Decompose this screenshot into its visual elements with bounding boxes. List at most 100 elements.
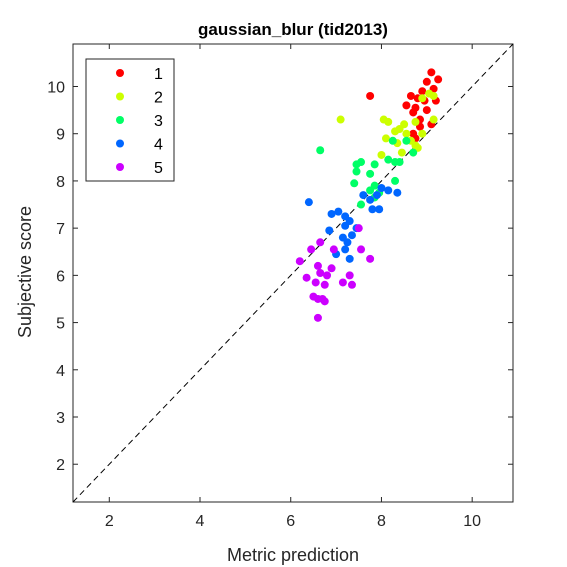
- data-point-series-1: [406, 91, 415, 100]
- x-axis-label: Metric prediction: [227, 545, 359, 565]
- data-point-series-5: [320, 297, 329, 306]
- data-point-series-3: [366, 186, 375, 195]
- y-tick-label: 2: [56, 457, 65, 474]
- data-point-series-2: [418, 129, 427, 138]
- data-point-series-5: [316, 238, 325, 247]
- data-point-series-5: [316, 269, 325, 277]
- data-point-series-3: [352, 167, 361, 176]
- data-point-series-2: [384, 117, 393, 126]
- data-point-series-5: [313, 261, 322, 270]
- x-tick-label: 2: [105, 513, 114, 530]
- data-point-series-5: [313, 294, 322, 303]
- y-tick-label: 7: [56, 221, 65, 238]
- data-point-series-3: [409, 148, 418, 157]
- data-point-series-5: [307, 245, 316, 254]
- y-tick-label: 6: [56, 268, 65, 285]
- data-point-series-1: [434, 75, 443, 84]
- y-tick-label: 8: [56, 174, 65, 191]
- y-tick-label: 4: [56, 363, 65, 380]
- legend-marker-2: [116, 92, 124, 101]
- x-tick-label: 8: [377, 513, 386, 530]
- data-point-series-4: [334, 207, 343, 216]
- legend-marker-1: [116, 69, 124, 77]
- data-point-series-5: [311, 278, 320, 287]
- data-point-series-3: [391, 176, 400, 185]
- data-point-series-5: [345, 271, 354, 280]
- data-point-series-4: [366, 195, 375, 204]
- data-point-series-3: [366, 169, 375, 178]
- data-point-series-2: [381, 134, 390, 143]
- data-point-series-1: [402, 101, 411, 110]
- data-point-series-1: [366, 91, 375, 100]
- y-axis-label: Subjective score: [15, 206, 35, 338]
- legend-label-1: 1: [154, 66, 163, 83]
- data-point-series-5: [295, 257, 304, 266]
- data-point-series-4: [325, 226, 334, 235]
- legend-marker-3: [116, 116, 124, 124]
- data-point-series-2: [418, 94, 427, 103]
- identity-reference-line: [72, 43, 514, 503]
- legend-label-3: 3: [154, 113, 163, 130]
- data-point-series-4: [347, 231, 356, 240]
- data-point-series-4: [377, 184, 386, 193]
- data-point-series-1: [422, 77, 431, 86]
- data-point-series-5: [357, 245, 366, 254]
- x-tick-label: 10: [463, 513, 481, 530]
- legend-marker-5: [116, 163, 124, 171]
- x-tick-label: 4: [196, 513, 205, 530]
- data-point-series-4: [359, 191, 368, 200]
- data-point-series-4: [341, 221, 350, 230]
- legend-label-2: 2: [154, 90, 163, 107]
- legend-label-4: 4: [154, 137, 163, 154]
- data-point-series-3: [384, 155, 393, 164]
- data-point-series-2: [429, 115, 438, 124]
- data-point-series-4: [375, 205, 384, 214]
- data-point-series-5: [338, 278, 347, 287]
- data-point-series-3: [388, 136, 397, 145]
- data-point-series-2: [411, 117, 420, 126]
- data-point-series-4: [345, 254, 354, 263]
- data-point-series-3: [357, 200, 366, 209]
- data-point-series-1: [422, 106, 431, 115]
- data-point-series-4: [327, 209, 336, 218]
- data-point-series-5: [302, 273, 311, 282]
- data-point-series-2: [336, 115, 345, 124]
- legend-label-5: 5: [154, 160, 163, 177]
- data-point-series-3: [370, 160, 379, 169]
- data-point-series-3: [352, 160, 361, 169]
- data-point-series-4: [393, 188, 402, 197]
- data-point-series-4: [304, 198, 313, 207]
- data-point-series-3: [316, 146, 325, 155]
- data-point-series-1: [418, 87, 427, 96]
- data-point-series-5: [354, 224, 363, 233]
- data-point-series-4: [343, 238, 352, 247]
- data-point-series-3: [395, 158, 404, 167]
- y-tick-label: 3: [56, 410, 65, 427]
- data-point-series-2: [391, 127, 400, 136]
- data-point-series-5: [329, 245, 338, 254]
- legend-marker-4: [116, 139, 124, 148]
- y-tick-label: 10: [47, 79, 65, 96]
- data-point-series-2: [429, 91, 438, 100]
- data-point-series-4: [341, 245, 350, 254]
- data-point-series-2: [402, 129, 411, 138]
- x-tick-label: 6: [286, 513, 295, 530]
- data-point-series-4: [372, 191, 381, 200]
- data-point-series-1: [427, 68, 436, 77]
- data-point-series-5: [327, 264, 336, 273]
- plot-layer: 2 4 6 8 10 2 3 4 5 6 7 8 9 10 1 2 3 4 5: [47, 43, 514, 530]
- data-point-series-5: [323, 271, 332, 280]
- data-point-series-5: [366, 254, 375, 263]
- data-point-series-4: [368, 205, 377, 214]
- y-tick-label: 5: [56, 316, 65, 333]
- data-point-series-5: [320, 280, 329, 289]
- legend-box: [85, 58, 175, 182]
- data-point-series-4: [384, 186, 393, 195]
- data-point-series-5: [313, 313, 322, 322]
- y-tick-label: 9: [56, 127, 65, 144]
- chart-title: gaussian_blur (tid2013): [198, 20, 388, 39]
- data-point-series-1: [409, 108, 418, 117]
- data-point-series-2: [397, 148, 406, 157]
- data-point-series-5: [347, 280, 356, 289]
